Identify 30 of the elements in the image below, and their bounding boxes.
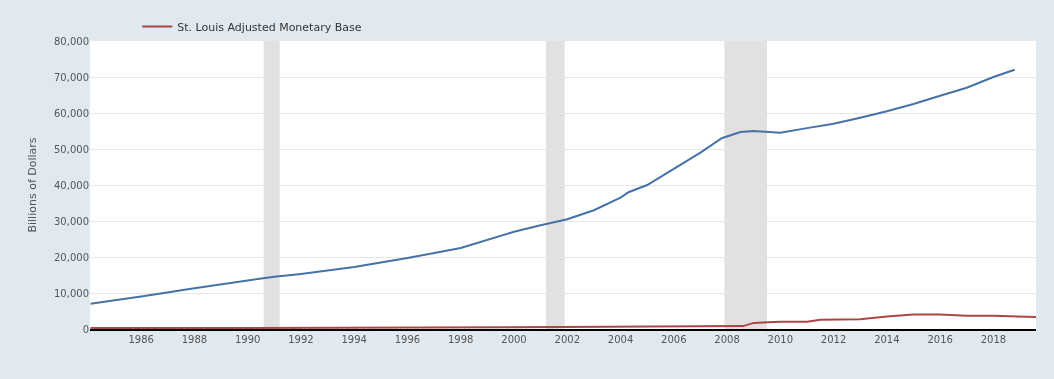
x-tick-label: 1992 (288, 334, 314, 345)
x-tick-label: 1990 (234, 334, 261, 345)
x-tick-label: 1988 (181, 334, 208, 345)
x-tick-label: 2018 (980, 334, 1007, 345)
x-tick-label: 2014 (874, 334, 900, 345)
y-tick-label: 50,000 (54, 143, 89, 155)
legend-label: St. Louis Adjusted Monetary Base (177, 20, 362, 34)
y-tick-label: 70,000 (54, 71, 89, 83)
y-tick-label: 30,000 (54, 215, 89, 227)
x-tick-label: 2004 (607, 334, 634, 345)
x-tick-label: 2010 (767, 334, 794, 345)
x-tick-label: 2006 (661, 334, 687, 345)
x-tick-label: 2000 (501, 334, 527, 345)
x-tick-label: 2016 (927, 334, 953, 345)
x-tick-label: 1996 (394, 334, 421, 345)
line-series (90, 68, 1016, 305)
x-tick-label: 2012 (820, 334, 847, 345)
y-tick-label: 60,000 (54, 107, 89, 119)
y-tick-label: 40,000 (54, 179, 89, 191)
y-tick-label: 80,000 (54, 35, 89, 47)
x-tick-label: 1998 (448, 334, 474, 345)
x-tick-label: 1986 (128, 334, 154, 345)
x-tick-label: 2002 (554, 334, 580, 345)
y-tick-label: 10,000 (54, 287, 89, 299)
x-tick-label: 2008 (714, 334, 740, 345)
y-axis-title: Billions of Dollars (25, 137, 39, 233)
y-tick-label: 20,000 (54, 251, 89, 263)
x-tick-label: 1994 (341, 334, 367, 345)
y-tick-label: 0 (82, 323, 89, 335)
line-series (90, 313, 1036, 329)
